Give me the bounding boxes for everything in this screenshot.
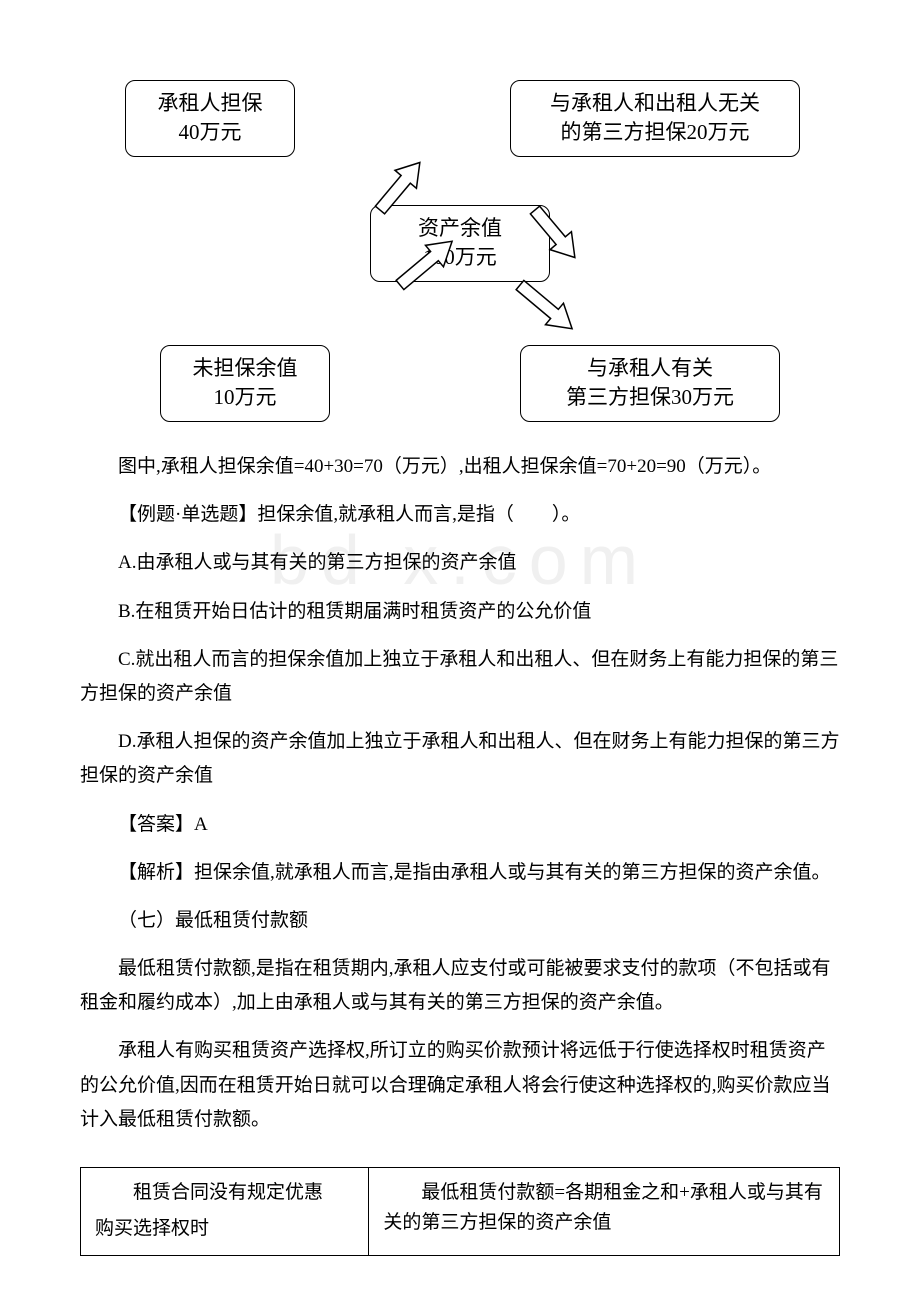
node-tr-l2: 的第三方担保20万元 (523, 118, 787, 147)
table-cell-right: 最低租赁付款额=各期租金之和+承租人或与其有关的第三方担保的资产余值 (369, 1168, 840, 1256)
node-bl-l1: 未担保余值 (173, 354, 317, 383)
option-c: C.就出租人而言的担保余值加上独立于承租人和出租人、但在财务上有能力担保的第三方… (80, 643, 840, 711)
cell-l-line2: 购买选择权时 (95, 1214, 354, 1244)
para-calc: 图中,承租人担保余值=40+30=70（万元）,出租人担保余值=70+20=90… (80, 450, 840, 484)
node-center-l1: 资产余值 (383, 214, 537, 243)
node-top-right: 与承租人和出租人无关 的第三方担保20万元 (510, 80, 800, 157)
table-row: 租赁合同没有规定优惠 购买选择权时 最低租赁付款额=各期租金之和+承租人或与其有… (81, 1168, 840, 1256)
cell-l-line1: 租赁合同没有规定优惠 (95, 1178, 354, 1208)
node-br-l1: 与承租人有关 (533, 354, 767, 383)
guarantee-diagram: 资产余值 100万元 承租人担保 40万元 与承租人和出租人无关 的第三方担保2… (80, 60, 840, 430)
table-cell-left: 租赁合同没有规定优惠 购买选择权时 (81, 1168, 369, 1256)
node-bottom-right: 与承租人有关 第三方担保30万元 (520, 345, 780, 422)
node-top-left: 承租人担保 40万元 (125, 80, 295, 157)
node-center: 资产余值 100万元 (370, 205, 550, 282)
question-stem: 【例题·单选题】担保余值,就承租人而言,是指（ ）。 (80, 498, 840, 532)
option-d: D.承租人担保的资产余值加上独立于承租人和出租人、但在财务上有能力担保的第三方担… (80, 725, 840, 793)
answer: 【答案】A (80, 808, 840, 842)
node-bottom-left: 未担保余值 10万元 (160, 345, 330, 422)
node-bl-l2: 10万元 (173, 383, 317, 412)
payment-table: 租赁合同没有规定优惠 购买选择权时 最低租赁付款额=各期租金之和+承租人或与其有… (80, 1167, 840, 1256)
node-tl-l1: 承租人担保 (138, 89, 282, 118)
para-def: 最低租赁付款额,是指在租赁期内,承租人应支付或可能被要求支付的款项（不包括或有租… (80, 952, 840, 1020)
para-option: 承租人有购买租赁资产选择权,所订立的购买价款预计将远低于行使选择权时租赁资产的公… (80, 1034, 840, 1137)
node-tl-l2: 40万元 (138, 118, 282, 147)
heading-7: （七）最低租赁付款额 (80, 904, 840, 938)
option-a: A.由承租人或与其有关的第三方担保的资产余值 (80, 546, 840, 580)
node-tr-l1: 与承租人和出租人无关 (523, 89, 787, 118)
cell-r-text: 最低租赁付款额=各期租金之和+承租人或与其有关的第三方担保的资产余值 (383, 1178, 825, 1239)
node-center-l2: 100万元 (383, 243, 537, 272)
node-br-l2: 第三方担保30万元 (533, 383, 767, 412)
explanation: 【解析】担保余值,就承租人而言,是指由承租人或与其有关的第三方担保的资产余值。 (80, 856, 840, 890)
option-b: B.在租赁开始日估计的租赁期届满时租赁资产的公允价值 (80, 595, 840, 629)
